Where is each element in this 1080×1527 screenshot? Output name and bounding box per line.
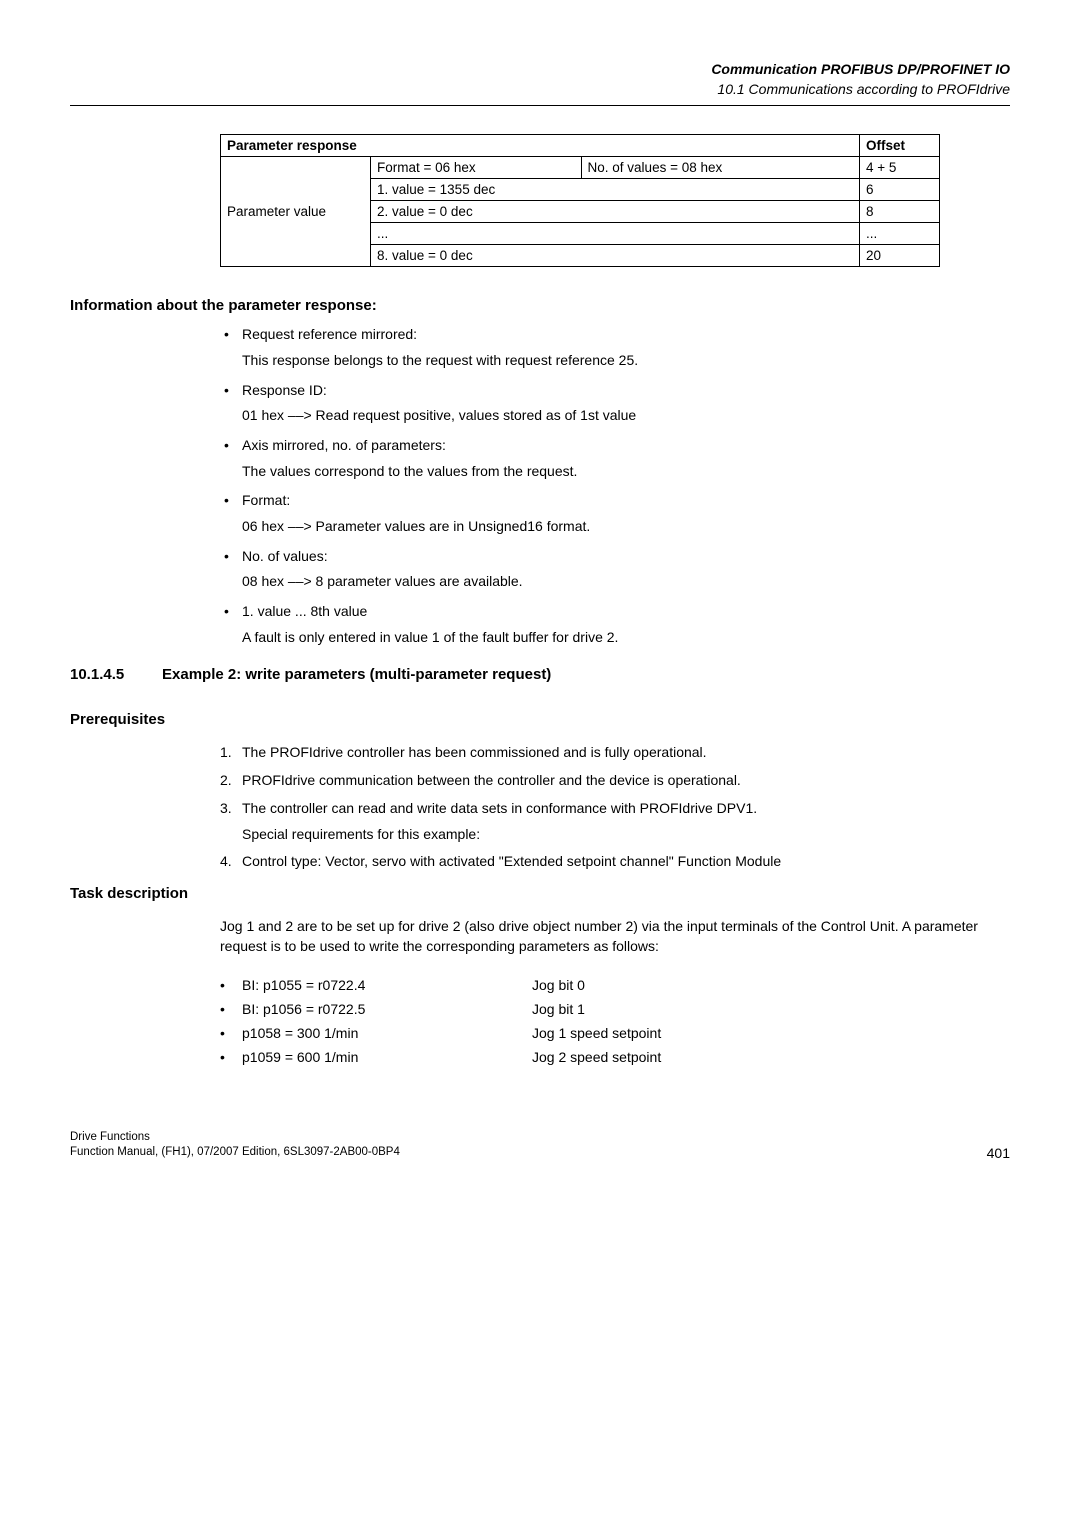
info-item: Axis mirrored, no. of parameters: The va…: [220, 435, 1010, 482]
example-number: 10.1.4.5: [70, 666, 162, 683]
task-row: • BI: p1055 = r0722.4 Jog bit 0: [220, 974, 1010, 998]
info-item-sub: 01 hex ––> Read request positive, values…: [242, 405, 1010, 427]
page-number: 401: [987, 1145, 1010, 1161]
prereq-index: 2.: [220, 770, 232, 792]
prereq-item: 4. Control type: Vector, servo with acti…: [220, 851, 1010, 873]
task-row-left: p1058 = 300 1/min: [242, 1022, 532, 1046]
info-heading: Information about the parameter response…: [70, 297, 1010, 314]
info-item-title: Request reference mirrored:: [242, 326, 417, 342]
table-header-left: Parameter response: [221, 135, 860, 157]
table-header-offset: Offset: [860, 135, 940, 157]
example-heading-row: 10.1.4.5 Example 2: write parameters (mu…: [70, 666, 1010, 683]
info-item-title: 1. value ... 8th value: [242, 603, 367, 619]
task-row-right: Jog 1 speed setpoint: [532, 1022, 1010, 1046]
bullet-icon: •: [220, 1046, 242, 1070]
info-item-sub: The values correspond to the values from…: [242, 461, 1010, 483]
info-item: Request reference mirrored: This respons…: [220, 324, 1010, 371]
task-row: • p1059 = 600 1/min Jog 2 speed setpoint: [220, 1046, 1010, 1070]
bullet-icon: •: [220, 998, 242, 1022]
info-item-sub: This response belongs to the request wit…: [242, 350, 1010, 372]
info-item-title: No. of values:: [242, 548, 328, 564]
task-row-right: Jog bit 0: [532, 974, 1010, 998]
prereq-list: 1. The PROFIdrive controller has been co…: [220, 742, 1010, 872]
example-title: Example 2: write parameters (multi-param…: [162, 666, 551, 683]
cell-off-val3: ...: [860, 223, 940, 245]
cell-novalues: No. of values = 08 hex: [581, 157, 859, 179]
cell-off-val4: 20: [860, 245, 940, 267]
task-row-left: BI: p1056 = r0722.5: [242, 998, 532, 1022]
info-item-sub: A fault is only entered in value 1 of th…: [242, 627, 1010, 649]
bullet-icon: •: [220, 974, 242, 998]
prereq-heading: Prerequisites: [70, 711, 1010, 728]
cell-offset-1: 4 + 5: [860, 157, 940, 179]
cell-val4: 8. value = 0 dec: [371, 245, 860, 267]
table-row-label: Parameter value: [221, 157, 371, 267]
prereq-index: 3.: [220, 798, 232, 820]
task-description: Jog 1 and 2 are to be set up for drive 2…: [220, 916, 1010, 957]
info-item: No. of values: 08 hex ––> 8 parameter va…: [220, 546, 1010, 593]
page-header: Communication PROFIBUS DP/PROFINET IO 10…: [70, 60, 1010, 99]
prereq-index: 4.: [220, 851, 232, 873]
info-item-sub: 06 hex ––> Parameter values are in Unsig…: [242, 516, 1010, 538]
task-row-right: Jog bit 1: [532, 998, 1010, 1022]
cell-val1: 1. value = 1355 dec: [371, 179, 860, 201]
info-bullet-list: Request reference mirrored: This respons…: [220, 324, 1010, 648]
cell-val3: ...: [371, 223, 860, 245]
info-item: Format: 06 hex ––> Parameter values are …: [220, 490, 1010, 537]
header-subtitle: 10.1 Communications according to PROFIdr…: [70, 80, 1010, 100]
task-param-list: • BI: p1055 = r0722.4 Jog bit 0 • BI: p1…: [220, 974, 1010, 1069]
prereq-item: 1. The PROFIdrive controller has been co…: [220, 742, 1010, 764]
prereq-text: PROFIdrive communication between the con…: [242, 772, 741, 788]
prereq-text: Control type: Vector, servo with activat…: [242, 853, 781, 869]
task-row: • BI: p1056 = r0722.5 Jog bit 1: [220, 998, 1010, 1022]
info-item-sub: 08 hex ––> 8 parameter values are availa…: [242, 571, 1010, 593]
cell-format: Format = 06 hex: [371, 157, 582, 179]
task-row-left: BI: p1055 = r0722.4: [242, 974, 532, 998]
prereq-index: 1.: [220, 742, 232, 764]
prereq-item: 2. PROFIdrive communication between the …: [220, 770, 1010, 792]
info-item-title: Response ID:: [242, 382, 327, 398]
header-title: Communication PROFIBUS DP/PROFINET IO: [70, 60, 1010, 80]
task-row: • p1058 = 300 1/min Jog 1 speed setpoint: [220, 1022, 1010, 1046]
bullet-icon: •: [220, 1022, 242, 1046]
task-row-left: p1059 = 600 1/min: [242, 1046, 532, 1070]
cell-val2: 2. value = 0 dec: [371, 201, 860, 223]
footer-line1: Drive Functions: [70, 1130, 400, 1146]
parameter-response-table: Parameter response Offset Parameter valu…: [220, 134, 940, 267]
prereq-item: 3. The controller can read and write dat…: [220, 798, 1010, 845]
footer-line2: Function Manual, (FH1), 07/2007 Edition,…: [70, 1145, 400, 1161]
info-item-title: Format:: [242, 492, 290, 508]
header-rule: [70, 105, 1010, 106]
cell-off-val1: 6: [860, 179, 940, 201]
info-item: 1. value ... 8th value A fault is only e…: [220, 601, 1010, 648]
prereq-subtext: Special requirements for this example:: [242, 824, 1010, 846]
task-row-right: Jog 2 speed setpoint: [532, 1046, 1010, 1070]
page-footer: Drive Functions Function Manual, (FH1), …: [70, 1130, 1010, 1161]
prereq-text: The controller can read and write data s…: [242, 800, 757, 816]
info-item-title: Axis mirrored, no. of parameters:: [242, 437, 446, 453]
prereq-text: The PROFIdrive controller has been commi…: [242, 744, 707, 760]
cell-off-val2: 8: [860, 201, 940, 223]
task-heading: Task description: [70, 885, 1010, 902]
info-item: Response ID: 01 hex ––> Read request pos…: [220, 380, 1010, 427]
